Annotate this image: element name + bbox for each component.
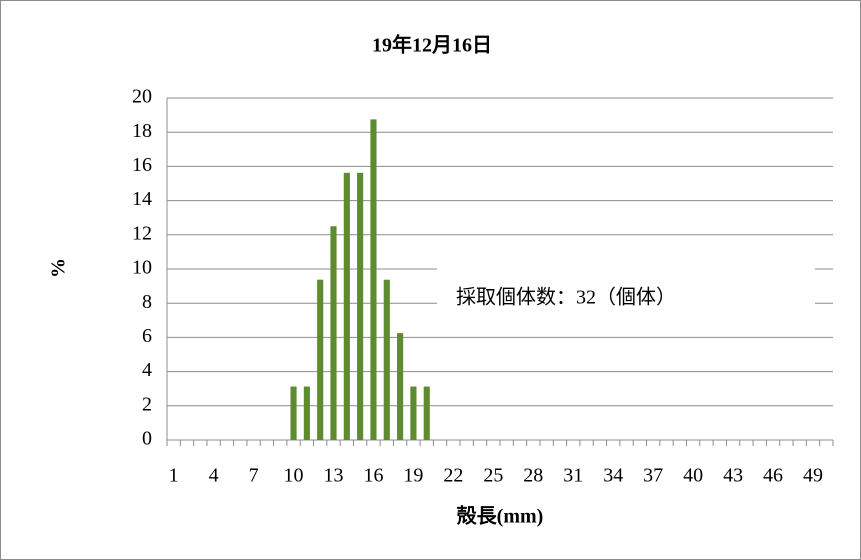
x-tick-label: 19 [403,465,423,487]
x-tick-label: 7 [249,465,259,487]
x-tick-label: 13 [324,465,344,487]
bar [303,386,310,440]
y-tick-label: 14 [132,188,152,210]
x-tick-label: 25 [483,465,503,487]
bar [423,386,430,440]
x-tick-label: 10 [284,465,304,487]
x-tick-label: 16 [363,465,383,487]
x-axis-label: 殻長(mm) [457,504,544,528]
x-tick-label: 40 [683,465,703,487]
bar [370,119,377,440]
y-tick-label: 12 [132,222,152,244]
bar [410,386,417,440]
x-tick-label: 49 [803,465,823,487]
x-tick-label: 46 [763,465,783,487]
y-axis-label: % [48,258,70,278]
y-tick-label: 2 [142,393,152,415]
x-tick-label: 43 [723,465,743,487]
y-tick-label: 16 [132,154,152,176]
x-tick-label: 22 [443,465,463,487]
y-tick-label: 8 [142,291,152,313]
y-tick-label: 20 [132,86,152,108]
bar [383,279,390,440]
bar [330,226,337,440]
x-tick-label: 1 [169,465,179,487]
x-tick-label: 34 [603,465,623,487]
y-tick-label: 10 [132,257,152,279]
chart-title: 19年12月16日 [372,33,492,57]
x-tick-label: 31 [563,465,583,487]
y-tick-label: 0 [142,428,152,450]
y-tick-label: 18 [132,120,152,142]
x-tick-label: 4 [209,465,219,487]
y-tick-label: 4 [142,359,152,381]
annotation-box [437,266,815,328]
bar [357,172,364,440]
bar [343,172,350,440]
annotation: 採取個体数：32（個体） [456,286,676,309]
bar [397,333,404,440]
bar [290,386,297,440]
x-tick-label: 37 [643,465,663,487]
bar [317,279,324,440]
x-tick-label: 28 [523,465,543,487]
y-tick-label: 6 [142,325,152,347]
